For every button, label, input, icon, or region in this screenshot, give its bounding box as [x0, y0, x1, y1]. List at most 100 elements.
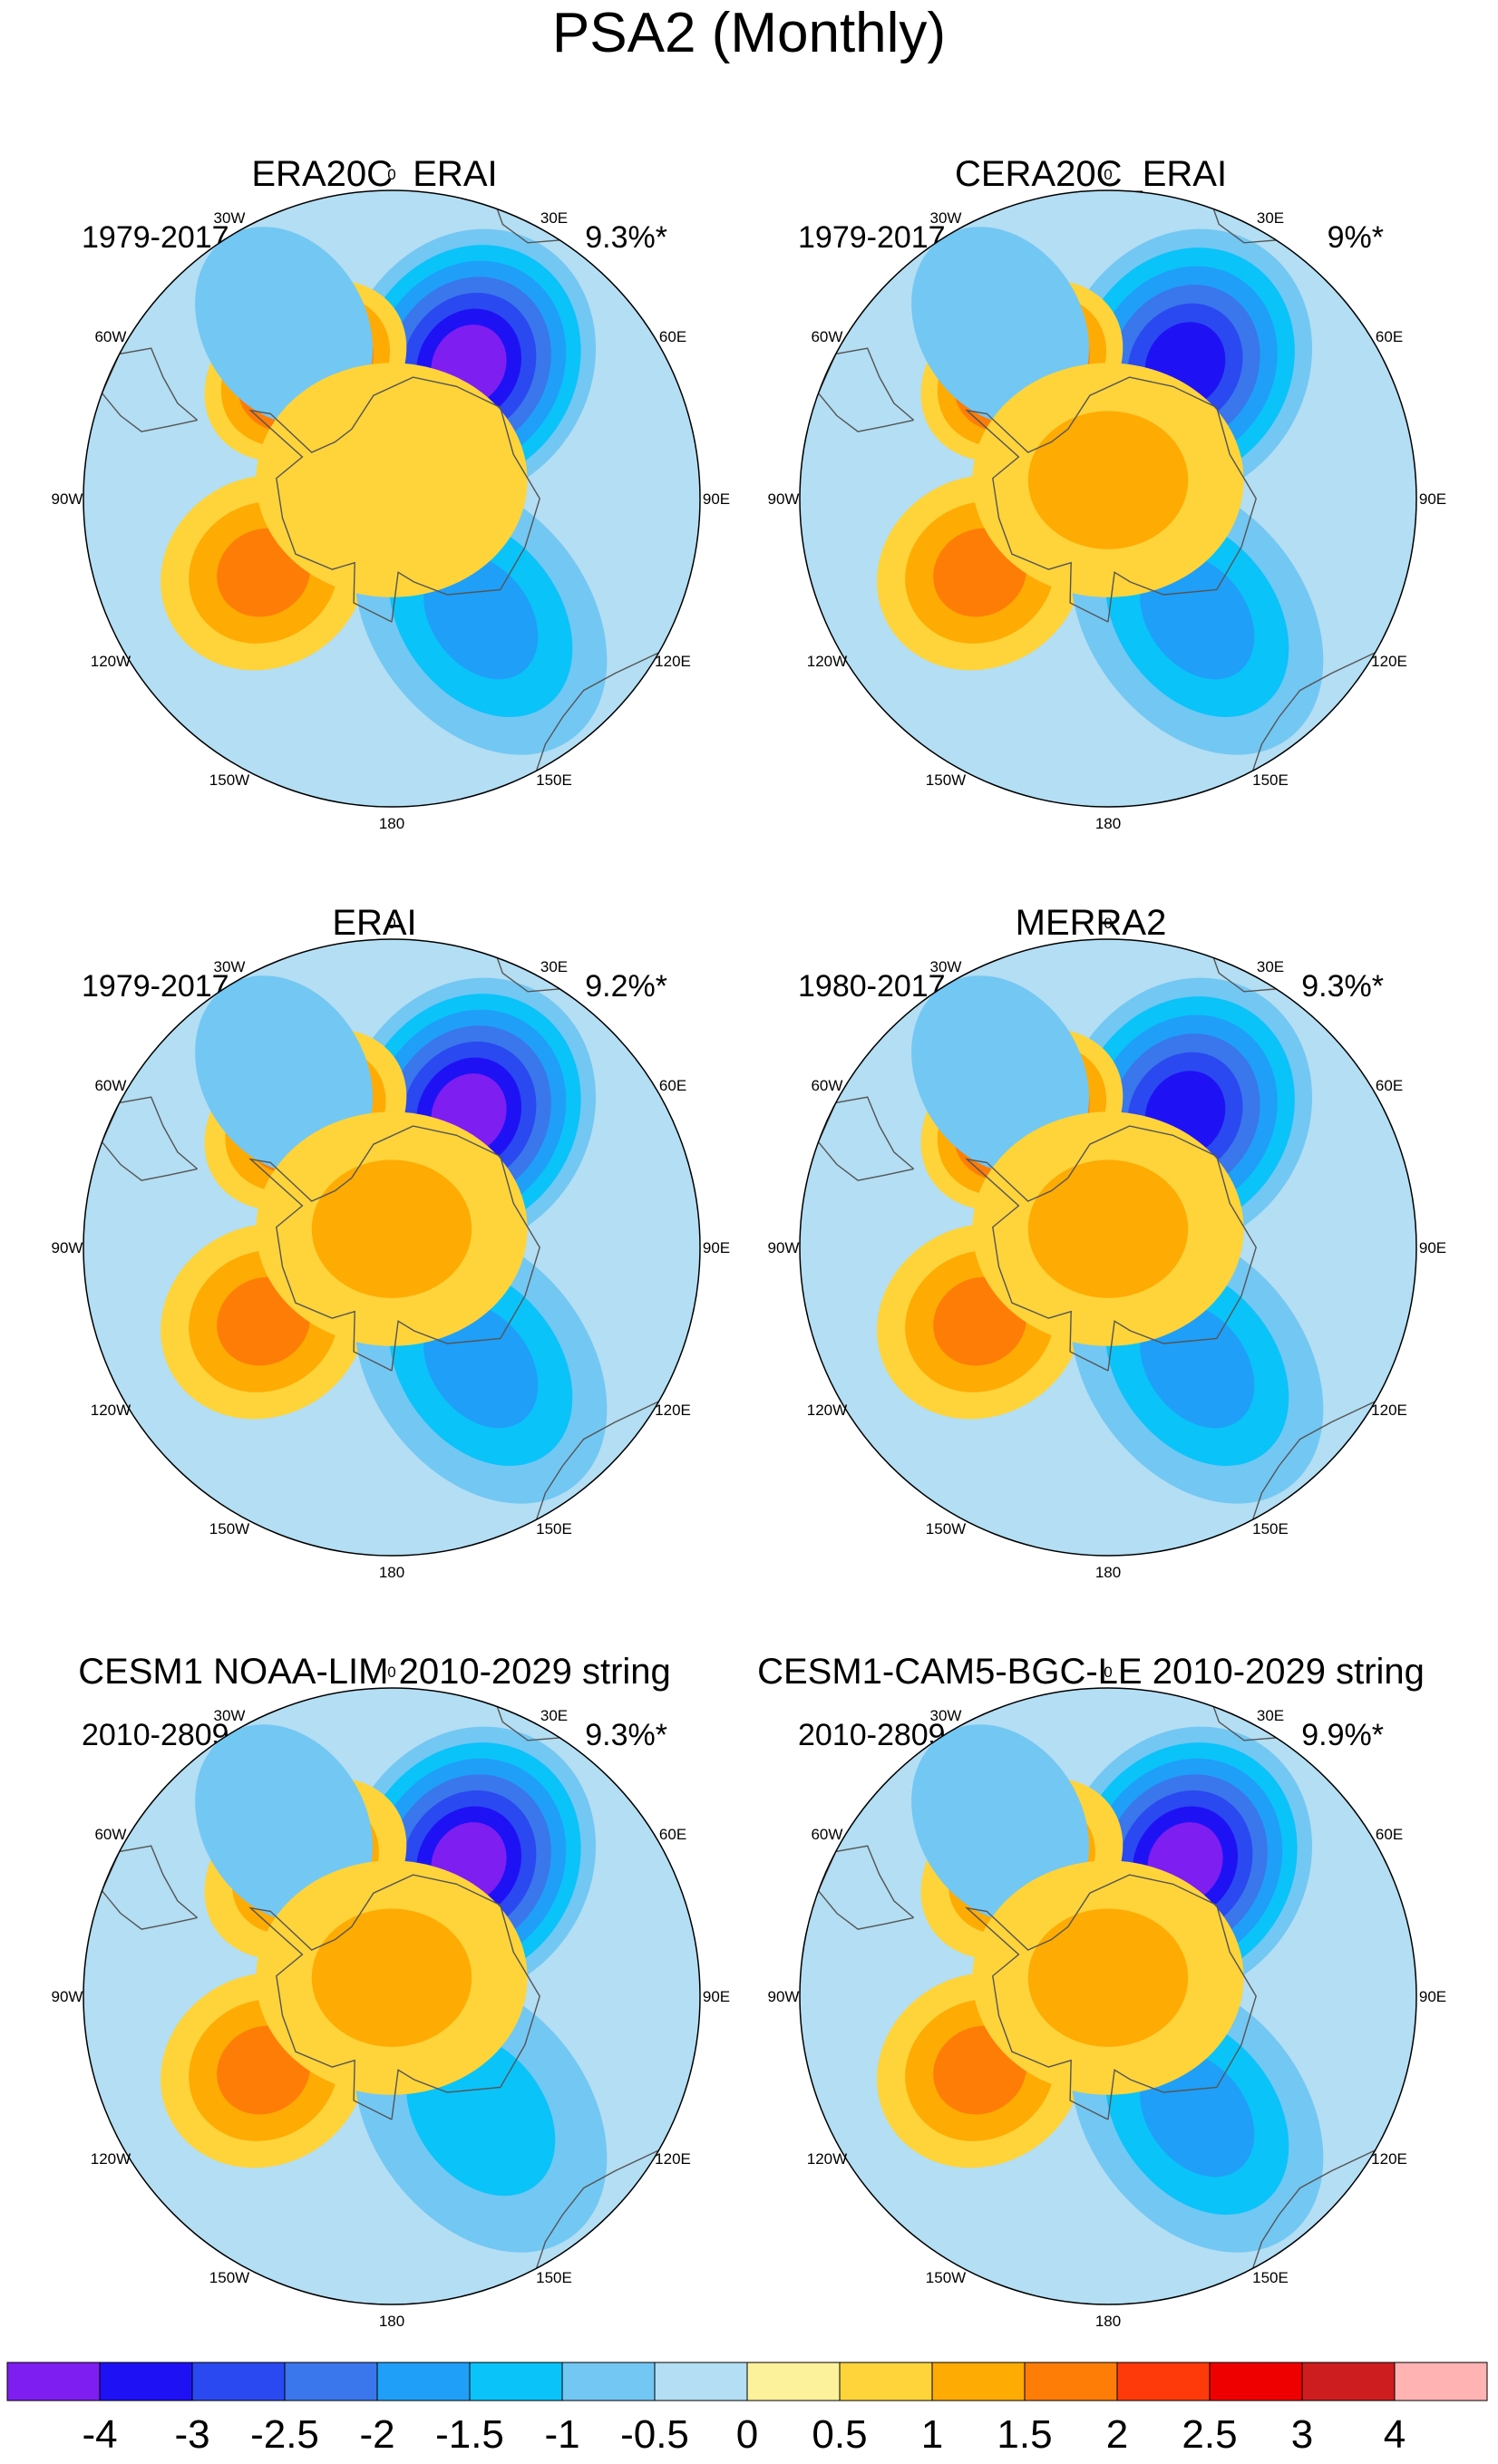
panel-variance: 9.3%* — [585, 220, 667, 255]
longitude-tick-label: 120W — [91, 1402, 131, 1419]
colorbar-tick-label: -3 — [174, 2412, 209, 2457]
polar-map: 0 30E 60E 90E 120E 150E 180 150W 120W 90W 60W 30W — [52, 166, 731, 832]
contour-band — [423, 554, 539, 680]
figure-title: PSA2 (Monthly) — [551, 2, 947, 64]
panel-title: ERA20C_ERAI — [251, 154, 498, 194]
longitude-tick-label: 150W — [926, 1520, 966, 1538]
longitude-tick-label: 30E — [540, 958, 568, 975]
longitude-tick-label: 180 — [1095, 815, 1121, 832]
longitude-tick-label: 150E — [536, 1520, 572, 1538]
longitude-tick-label: 150E — [1252, 2269, 1289, 2286]
colorbar-segment — [99, 2362, 193, 2401]
coastline — [101, 347, 199, 432]
longitude-tick-label: 30W — [930, 958, 962, 975]
longitude-tick-label: 120W — [91, 653, 131, 670]
colorbar-segment — [654, 2362, 748, 2401]
map-border — [799, 189, 1417, 808]
panel-variance: 9.2%* — [585, 969, 667, 1004]
contour-field — [800, 190, 1416, 807]
panel-title: ERAI — [332, 903, 417, 943]
longitude-tick-label: 120W — [807, 1402, 847, 1419]
map-panel: CESM1 NOAA-LIM 2010-2029 string 2010-280… — [0, 1615, 749, 2364]
contour-band — [1027, 411, 1189, 549]
longitude-tick-label: 0 — [387, 915, 395, 932]
longitude-tick-label: 90W — [52, 1239, 83, 1256]
panel-variance: 9.9%* — [1301, 1718, 1384, 1752]
longitude-tick-label: 60E — [1376, 1077, 1403, 1094]
colorbar-tick-label: -2 — [359, 2412, 394, 2457]
longitude-tick-label: 180 — [1095, 2313, 1121, 2330]
coastline — [965, 376, 1257, 623]
coastline — [1251, 1401, 1376, 1520]
longitude-tick-label: 60E — [1376, 328, 1403, 345]
contour-band — [311, 1908, 472, 2047]
longitude-tick-label: 0 — [387, 166, 395, 183]
contour-field — [83, 190, 700, 807]
coastline — [535, 652, 659, 771]
contour-band — [1140, 2052, 1255, 2178]
panel-variance: 9.3%* — [585, 1718, 667, 1752]
longitude-tick-label: 120E — [1371, 2150, 1407, 2168]
longitude-tick-label: 150E — [536, 2269, 572, 2286]
longitude-tick-label: 30W — [214, 958, 246, 975]
colorbar-segment — [839, 2362, 933, 2401]
panel-period: 1979-2017 — [82, 969, 229, 1004]
contour-band — [195, 975, 374, 1175]
longitude-tick-label: 60E — [659, 1826, 686, 1843]
longitude-tick-label: 90E — [703, 1988, 730, 2005]
contour-field — [83, 1688, 700, 2304]
coastline — [496, 209, 560, 244]
longitude-tick-label: 90W — [768, 1988, 800, 2005]
longitude-tick-label: 60E — [1376, 1826, 1403, 1843]
longitude-tick-label: 150W — [209, 2269, 249, 2286]
colorbar-segment — [191, 2362, 286, 2401]
contour-band — [1027, 1908, 1189, 2047]
map-border — [83, 938, 701, 1557]
colorbar-tick-label: 1.5 — [997, 2412, 1052, 2457]
coastline — [101, 1845, 199, 1930]
coastline — [1212, 957, 1277, 993]
longitude-tick-label: 60W — [94, 328, 126, 345]
colorbar-segment — [746, 2362, 841, 2401]
coastline — [248, 376, 540, 623]
map-panel: ERA20C_ERAI 1979-2017 9.3%* 0 30E 60E 90E 12… — [0, 118, 749, 867]
longitude-tick-label: 30E — [1257, 1707, 1284, 1724]
longitude-tick-label: 30E — [1257, 209, 1284, 227]
colorbar-tick-label: -0.5 — [620, 2412, 689, 2457]
colorbar-segment — [1301, 2362, 1396, 2401]
colorbar-tick-label: 0.5 — [812, 2412, 867, 2457]
coastline — [535, 2149, 659, 2269]
longitude-tick-label: 120E — [655, 2150, 691, 2168]
coastline — [1251, 652, 1376, 771]
longitude-tick-label: 30E — [540, 1707, 568, 1724]
coastline — [817, 1096, 915, 1181]
longitude-tick-label: 0 — [387, 1664, 395, 1681]
longitude-tick-label: 90W — [52, 490, 83, 508]
map-panel: MERRA2 1980-2017 9.3%* 0 30E 60E 90E 120E 150… — [716, 867, 1465, 1615]
longitude-tick-label: 90E — [1419, 490, 1446, 508]
contour-band — [911, 227, 1090, 426]
colorbar-segment — [931, 2362, 1026, 2401]
map-panel: CERA20C_ERAI 1979-2017 9%* 0 30E 60E 90E 120… — [716, 118, 1465, 867]
colorbar-tick-label: -2.5 — [250, 2412, 319, 2457]
longitude-tick-label: 60W — [94, 1077, 126, 1094]
contour-band — [256, 363, 528, 597]
contour-band — [195, 227, 374, 426]
longitude-tick-label: 150W — [209, 771, 249, 789]
longitude-tick-label: 120W — [91, 2150, 131, 2168]
polar-map: 0 30E 60E 90E 120E 150E 180 150W 120W 90W 60W 30W — [768, 166, 1447, 832]
coastline — [248, 1874, 540, 2120]
colorbar-tick-label: 1 — [921, 2412, 943, 2457]
longitude-tick-label: 60W — [811, 328, 842, 345]
map-panel: CESM1-CAM5-BGC-LE 2010-2029 string 2010-… — [716, 1615, 1465, 2364]
polar-map: 0 30E 60E 90E 120E 150E 180 150W 120W 90W 60W 30W — [52, 1664, 731, 2330]
colorbar-segment — [6, 2362, 101, 2401]
contour-field — [83, 939, 700, 1556]
longitude-tick-label: 120E — [655, 653, 691, 670]
longitude-tick-label: 90E — [703, 1239, 730, 1256]
panel-period: 2010-2809 — [798, 1718, 946, 1752]
longitude-tick-label: 90W — [768, 1239, 800, 1256]
map-border — [799, 1687, 1417, 2305]
coastline — [496, 1706, 560, 1741]
coastline — [965, 1874, 1257, 2120]
